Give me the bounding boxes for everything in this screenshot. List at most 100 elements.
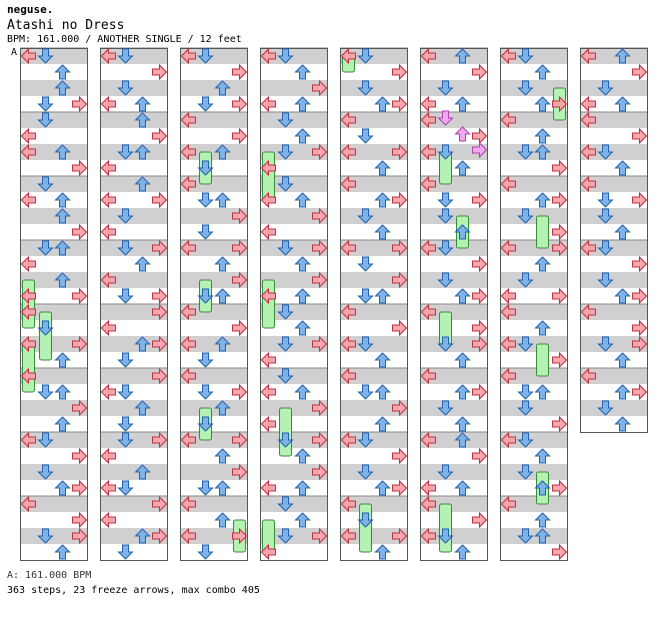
measure-stripe	[500, 112, 568, 128]
arrow-left	[420, 239, 436, 257]
arrow-special	[472, 141, 488, 159]
arrow-left	[500, 303, 516, 321]
arrow-left	[500, 287, 516, 305]
arrow-up	[54, 144, 71, 160]
arrow-down	[357, 208, 374, 224]
arrow-up	[374, 352, 391, 368]
arrow-up	[454, 416, 471, 432]
measure-stripe	[580, 80, 648, 96]
arrow-down	[597, 400, 614, 416]
arrow-right	[312, 79, 328, 97]
arrow-left	[500, 335, 516, 353]
arrow-down	[437, 80, 454, 96]
arrow-left	[180, 335, 196, 353]
arrow-right	[472, 63, 488, 81]
arrow-up	[374, 288, 391, 304]
arrow-up	[454, 160, 471, 176]
arrow-up	[294, 96, 311, 112]
arrow-down	[117, 544, 134, 560]
arrow-down	[277, 176, 294, 192]
measure-stripe	[500, 80, 568, 96]
arrow-right	[312, 431, 328, 449]
arrow-up	[294, 448, 311, 464]
arrow-up	[54, 240, 71, 256]
arrow-up	[454, 352, 471, 368]
arrow-up	[294, 320, 311, 336]
measure-stripe	[100, 400, 168, 416]
arrow-left	[500, 111, 516, 129]
arrow-up	[214, 80, 231, 96]
measure-stripe	[260, 464, 328, 480]
arrow-up	[454, 480, 471, 496]
measure-stripe	[500, 496, 568, 512]
measure-stripe	[100, 112, 168, 128]
arrow-right	[632, 319, 648, 337]
arrow-down	[437, 528, 454, 544]
arrow-up	[534, 192, 551, 208]
measure-stripe	[260, 144, 328, 160]
arrow-left	[340, 47, 356, 65]
measure-stripe	[340, 368, 408, 384]
chart-column	[180, 47, 248, 561]
chart-column	[580, 47, 648, 433]
measure-stripe	[180, 464, 248, 480]
arrow-left	[340, 303, 356, 321]
arrow-right	[392, 191, 408, 209]
song-info: BPM: 161.000 / ANOTHER SINGLE / 12 feet	[7, 34, 242, 45]
arrow-left	[580, 111, 596, 129]
measure-stripe	[100, 80, 168, 96]
arrow-down	[357, 432, 374, 448]
measure-stripe	[420, 80, 488, 96]
arrow-up	[534, 384, 551, 400]
arrow-left	[180, 47, 196, 65]
arrow-down	[197, 224, 214, 240]
measure-stripe	[500, 368, 568, 384]
arrow-up	[54, 384, 71, 400]
arrow-down	[197, 96, 214, 112]
arrow-down	[357, 128, 374, 144]
arrow-right	[72, 287, 88, 305]
arrow-left	[260, 191, 276, 209]
arrow-right	[72, 159, 88, 177]
arrow-right	[552, 351, 568, 369]
arrow-down	[197, 160, 214, 176]
arrow-down	[357, 512, 374, 528]
measure-stripe	[260, 528, 328, 544]
arrow-down	[37, 384, 54, 400]
arrow-up	[54, 208, 71, 224]
arrow-right	[312, 399, 328, 417]
arrow-right	[312, 527, 328, 545]
arrow-up	[54, 544, 71, 560]
arrow-left	[180, 239, 196, 257]
arrow-left	[340, 495, 356, 513]
arrow-up	[54, 352, 71, 368]
arrow-right	[232, 431, 248, 449]
arrow-left	[420, 527, 436, 545]
arrow-right	[312, 143, 328, 161]
chart-column	[20, 47, 88, 561]
arrow-down	[277, 528, 294, 544]
measure-stripe	[580, 368, 648, 384]
arrow-right	[72, 511, 88, 529]
arrow-left	[500, 175, 516, 193]
arrow-left	[420, 175, 436, 193]
arrow-down	[517, 528, 534, 544]
measure-stripe	[500, 304, 568, 320]
measure-stripe	[420, 336, 488, 352]
arrow-up	[134, 144, 151, 160]
arrow-right	[392, 479, 408, 497]
measure-stripe	[180, 304, 248, 320]
arrow-down	[277, 432, 294, 448]
arrow-down	[437, 192, 454, 208]
measure-stripe	[580, 272, 648, 288]
arrow-left	[580, 143, 596, 161]
arrow-left	[180, 111, 196, 129]
arrow-left	[420, 479, 436, 497]
measure-stripe	[100, 336, 168, 352]
freeze-arrow	[439, 503, 452, 553]
measure-stripe	[100, 464, 168, 480]
arrow-left	[420, 111, 436, 129]
arrow-left	[20, 127, 36, 145]
measure-stripe	[420, 144, 488, 160]
measure-stripe	[100, 528, 168, 544]
